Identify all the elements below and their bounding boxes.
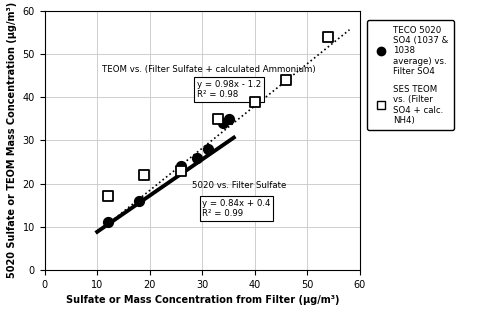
Point xyxy=(324,34,332,39)
Point xyxy=(204,147,212,152)
Point xyxy=(214,116,222,121)
Point xyxy=(251,99,259,104)
Text: 5020 vs. Filter Sulfate: 5020 vs. Filter Sulfate xyxy=(192,181,286,190)
Point xyxy=(178,164,186,169)
Point xyxy=(220,121,228,126)
Point xyxy=(193,155,201,160)
Legend: TECO 5020
SO4 (1037 &
1038
average) vs.
Filter SO4, SES TEOM
vs. (Filter
SO4 + c: TECO 5020 SO4 (1037 & 1038 average) vs. … xyxy=(368,20,454,130)
Text: TEOM vs. (Filter Sulfate + calculated Ammonium): TEOM vs. (Filter Sulfate + calculated Am… xyxy=(102,65,316,74)
Text: y = 0.98x - 1.2
R² = 0.98: y = 0.98x - 1.2 R² = 0.98 xyxy=(197,80,262,99)
Point xyxy=(282,77,290,82)
Point xyxy=(140,172,148,177)
Point xyxy=(104,220,112,225)
Y-axis label: 5020 Sulfate or TEOM Mass Concentration (μg/m³): 5020 Sulfate or TEOM Mass Concentration … xyxy=(7,2,17,279)
Point xyxy=(178,168,186,173)
X-axis label: Sulfate or Mass Concentration from Filter (μg/m³): Sulfate or Mass Concentration from Filte… xyxy=(66,295,339,305)
Point xyxy=(224,116,232,121)
Text: y = 0.84x + 0.4
R² = 0.99: y = 0.84x + 0.4 R² = 0.99 xyxy=(202,199,271,218)
Point xyxy=(135,198,143,203)
Point xyxy=(104,194,112,199)
